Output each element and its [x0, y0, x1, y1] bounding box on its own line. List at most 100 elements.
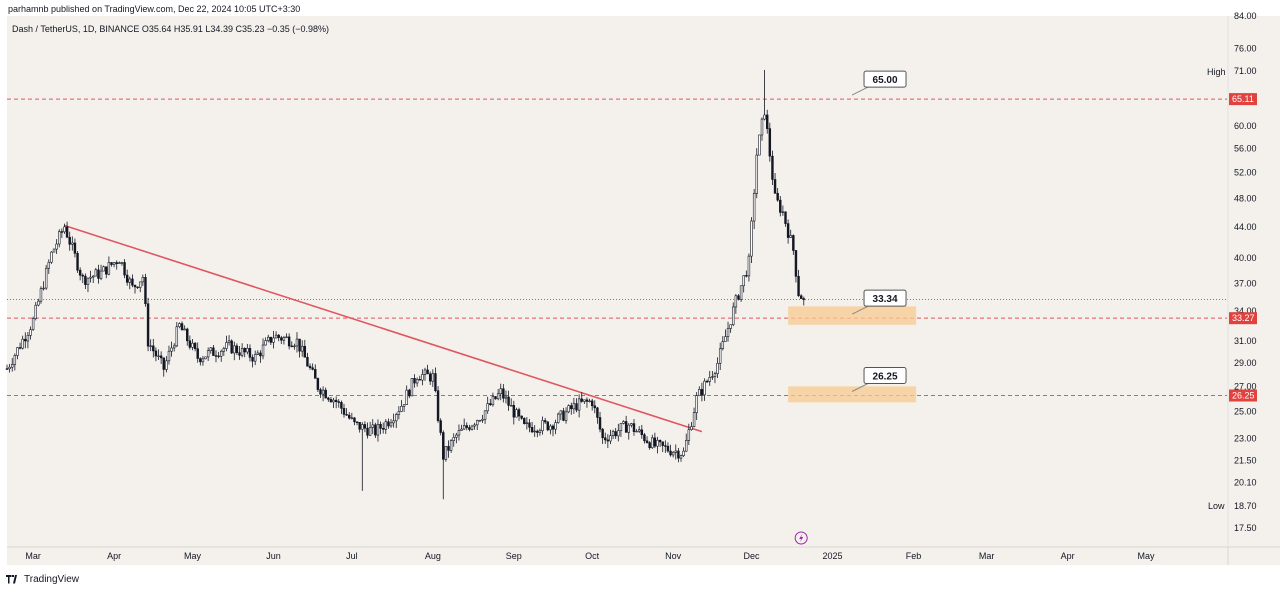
published-header: parhamnb published on TradingView.com, D…: [8, 4, 301, 14]
candle-body: [784, 211, 787, 224]
candle-body: [742, 275, 745, 287]
candle-body: [533, 430, 536, 433]
candle-body: [115, 262, 118, 264]
candle-body: [543, 420, 547, 423]
candle-body: [468, 427, 471, 430]
y-tick-label: 40.00: [1234, 253, 1257, 263]
candle-body: [50, 251, 53, 263]
candle-body: [760, 118, 764, 136]
candle-body: [583, 399, 586, 402]
candle-body: [536, 430, 539, 433]
candle-body: [554, 422, 557, 430]
candle-body: [747, 255, 751, 277]
candle-body: [105, 266, 108, 275]
x-tick-label: May: [184, 551, 202, 561]
y-tick-label: 56.00: [1234, 143, 1257, 153]
candle-body: [44, 267, 48, 289]
candle-body: [651, 437, 654, 449]
candle-body: [679, 455, 683, 459]
candle-body: [724, 336, 727, 342]
candle-body: [509, 405, 513, 407]
candle-body: [97, 269, 100, 279]
candle-body: [387, 421, 390, 427]
candle-body: [172, 345, 176, 349]
candle-body: [246, 348, 249, 353]
candle-body: [68, 236, 71, 245]
candle-body: [666, 445, 670, 452]
candle-body: [614, 431, 617, 437]
x-tick-label: 2025: [823, 551, 843, 561]
candle-body: [515, 409, 518, 418]
candle-body: [42, 287, 45, 290]
tradingview-logo-icon: [6, 574, 17, 583]
candle-body: [235, 345, 239, 353]
y-tick-label: 44.00: [1234, 222, 1257, 232]
callout-leader: [851, 86, 869, 96]
candle-body: [259, 352, 262, 357]
candle-body: [230, 340, 233, 354]
candle-body: [146, 303, 150, 347]
y-tick-label: 18.70: [1234, 501, 1257, 511]
candle-body: [745, 275, 748, 277]
candle-body: [8, 366, 11, 370]
x-tick-label: Jul: [346, 551, 358, 561]
price-badge: [1229, 389, 1257, 402]
candle-body: [423, 369, 427, 375]
candle-body: [73, 242, 77, 254]
candle-body: [162, 357, 165, 370]
candle-body: [350, 417, 354, 419]
candle-body: [178, 323, 181, 328]
candle-body: [395, 414, 398, 422]
x-tick-label: Jun: [266, 551, 281, 561]
candle-body: [99, 270, 103, 279]
candle-body: [640, 429, 644, 436]
candle-body: [434, 373, 437, 391]
price-callout-label: 33.34: [873, 294, 898, 305]
candle-body: [368, 427, 372, 436]
candle-body: [627, 424, 630, 433]
high-label: High: [1207, 67, 1226, 77]
candle-body: [478, 420, 482, 422]
candle-body: [282, 337, 286, 341]
candle-body: [337, 401, 340, 403]
candle-body: [692, 412, 696, 427]
candle-body: [575, 403, 578, 411]
candle-body: [141, 277, 145, 283]
candle-body: [86, 277, 90, 285]
candle-body: [71, 242, 74, 245]
candle-body: [24, 338, 27, 342]
candle-body: [287, 336, 291, 347]
candle-body: [452, 436, 455, 441]
candle-body: [541, 420, 544, 432]
candle-body: [431, 373, 435, 382]
price-callout-label: 65.00: [873, 75, 898, 86]
candle-body: [144, 277, 147, 305]
candle-body: [345, 414, 348, 416]
candle-body: [802, 298, 806, 300]
candle-body: [690, 426, 693, 430]
candle-body: [593, 405, 597, 409]
candle-body: [449, 440, 453, 451]
candle-body: [149, 345, 152, 347]
candle-body: [324, 389, 327, 399]
candle-body: [217, 355, 220, 357]
candle-body: [131, 278, 134, 286]
candle-body: [274, 334, 278, 339]
x-tick-label: Sep: [506, 551, 522, 561]
x-tick-label: Oct: [585, 551, 600, 561]
candle-body: [167, 350, 171, 362]
candle-body: [711, 376, 714, 378]
x-tick-label: Apr: [1061, 551, 1075, 561]
candle-body: [342, 408, 346, 415]
candle-body: [635, 430, 638, 433]
lightning-icon: [794, 531, 808, 545]
price-badge-label: 33.27: [1232, 313, 1255, 323]
candle-body: [118, 262, 121, 264]
candle-body: [439, 420, 442, 433]
candle-body: [771, 155, 774, 180]
y-tick-label: 48.00: [1234, 194, 1257, 204]
candle-body: [476, 420, 479, 426]
candle-body: [303, 345, 307, 358]
